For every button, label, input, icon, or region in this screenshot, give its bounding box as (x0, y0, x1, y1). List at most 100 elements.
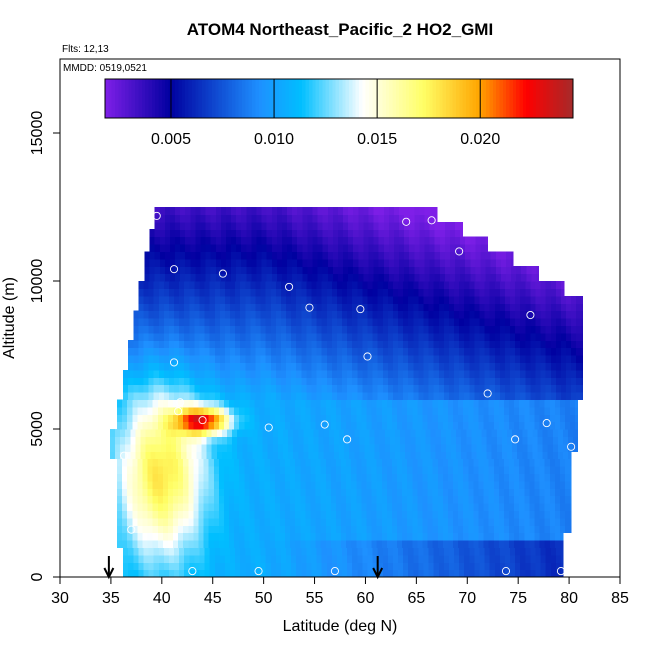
heatmap-cell (505, 273, 512, 282)
heatmap-cell (373, 236, 380, 245)
heatmap-cell (494, 569, 501, 578)
heatmap-cell (388, 221, 395, 230)
heatmap-cell (152, 525, 159, 534)
heatmap-cell (295, 503, 301, 511)
heatmap-cell (234, 510, 240, 519)
heatmap-cell (448, 303, 455, 312)
heatmap-cell (381, 517, 388, 526)
heatmap-cell (479, 384, 486, 393)
heatmap-cell (581, 310, 583, 319)
heatmap-cell (515, 325, 521, 334)
heatmap-cell (168, 325, 175, 334)
heatmap-cell (326, 310, 333, 319)
heatmap-cell (295, 517, 301, 526)
heatmap-cell (464, 347, 470, 356)
heatmap-cell (490, 258, 497, 267)
heatmap-cell (152, 473, 159, 482)
heatmap-cell (244, 503, 250, 511)
heatmap-cell (308, 451, 315, 460)
heatmap-cell (544, 532, 551, 541)
heatmap-cell (372, 377, 379, 386)
colorbar-segment (245, 79, 250, 118)
heatmap-cell (560, 562, 564, 571)
heatmap-cell (459, 384, 465, 393)
heatmap-cell (554, 466, 561, 474)
heatmap-cell (321, 569, 328, 578)
heatmap-cell (214, 340, 221, 349)
heatmap-cell (357, 547, 363, 556)
heatmap-cell (433, 332, 440, 341)
heatmap-cell (208, 414, 215, 423)
heatmap-cell (530, 340, 537, 349)
heatmap-cell (349, 429, 355, 437)
heatmap-cell (442, 503, 449, 511)
heatmap-cell (434, 266, 441, 275)
heatmap-cell (466, 443, 472, 452)
heatmap-cell (581, 347, 583, 356)
heatmap-cell (142, 406, 149, 415)
heatmap-cell (498, 495, 505, 504)
heatmap-cell (444, 229, 451, 238)
heatmap-cell (203, 495, 210, 504)
heatmap-cell (428, 281, 435, 289)
heatmap-cell (175, 221, 181, 230)
heatmap-cell (498, 510, 505, 519)
heatmap-cell (285, 458, 291, 467)
heatmap-cell (218, 399, 225, 408)
heatmap-cell (414, 221, 421, 230)
colorbar-segment (532, 79, 537, 118)
heatmap-cell (306, 377, 313, 386)
heatmap-cell (342, 295, 348, 304)
heatmap-cell (325, 517, 332, 526)
heatmap-cell (576, 392, 582, 400)
heatmap-cell (325, 406, 332, 415)
heatmap-cell (341, 406, 347, 415)
heatmap-cell (164, 244, 171, 252)
heatmap-cell (285, 517, 291, 526)
heatmap-cell (213, 517, 220, 526)
heatmap-cell (226, 451, 233, 460)
heatmap-cell (264, 399, 271, 408)
heatmap-cell (209, 384, 216, 393)
heatmap-cell (249, 480, 256, 489)
heatmap-cell (290, 525, 296, 534)
heatmap-cell (174, 288, 180, 297)
heatmap-cell (178, 540, 184, 548)
heatmap-cell (473, 532, 480, 541)
heatmap-cell (576, 369, 582, 378)
heatmap-cell (206, 443, 213, 452)
heatmap-cell (208, 466, 215, 474)
heatmap-cell (276, 207, 283, 215)
heatmap-cell (219, 347, 226, 356)
heatmap-cell (443, 281, 450, 289)
heatmap-cell (570, 488, 572, 497)
heatmap-cell (122, 525, 128, 534)
heatmap-cell (372, 281, 379, 289)
heatmap-cell (412, 480, 418, 489)
heatmap-cell (554, 503, 561, 511)
heatmap-cell (213, 495, 220, 504)
heatmap-cell (167, 458, 174, 467)
heatmap-cell (225, 266, 232, 275)
heatmap-cell (540, 362, 547, 371)
heatmap-cell (260, 547, 267, 556)
heatmap-cell (488, 510, 495, 519)
heatmap-cell (540, 288, 547, 297)
heatmap-cell (239, 473, 245, 482)
heatmap-cell (137, 480, 144, 489)
heatmap-cell (439, 273, 446, 282)
heatmap-cell (342, 281, 348, 289)
heatmap-cell (303, 443, 310, 452)
heatmap-cell (123, 562, 129, 571)
heatmap-cell (494, 547, 501, 556)
colorbar-tick-label: 0.020 (460, 131, 500, 148)
heatmap-cell (483, 414, 490, 423)
heatmap-cell (442, 510, 449, 519)
heatmap-cell (204, 310, 211, 319)
heatmap-cell (550, 362, 557, 371)
heatmap-cell (418, 355, 425, 363)
heatmap-cell (286, 362, 292, 371)
heatmap-cell (559, 480, 566, 489)
heatmap-cell (239, 503, 245, 511)
heatmap-cell (213, 399, 220, 408)
